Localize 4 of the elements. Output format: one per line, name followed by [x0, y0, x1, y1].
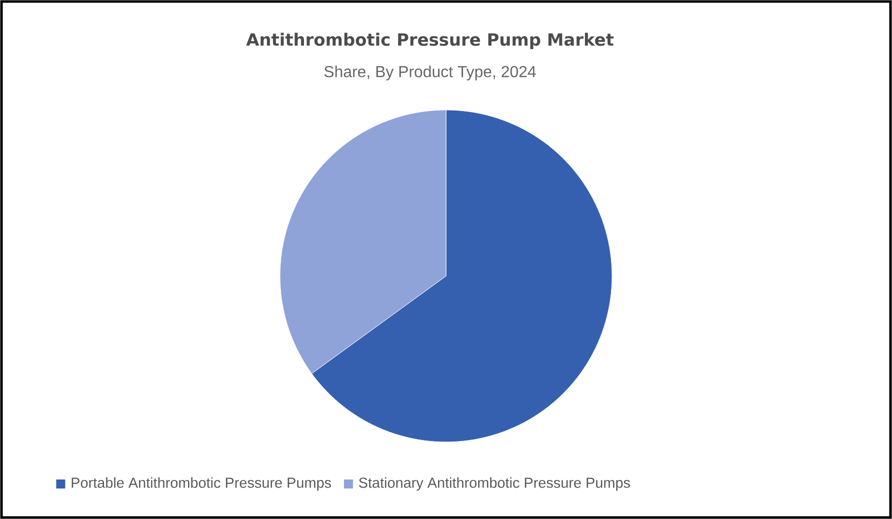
legend-label: Portable Antithrombotic Pressure Pumps	[72, 477, 331, 491]
chart-title: Antithrombotic Pressure Pump Market	[246, 32, 614, 50]
chart-subtitle: Share, By Product Type, 2024	[324, 66, 536, 80]
legend-label: Stationary Antithrombotic Pressure Pumps	[359, 477, 630, 491]
